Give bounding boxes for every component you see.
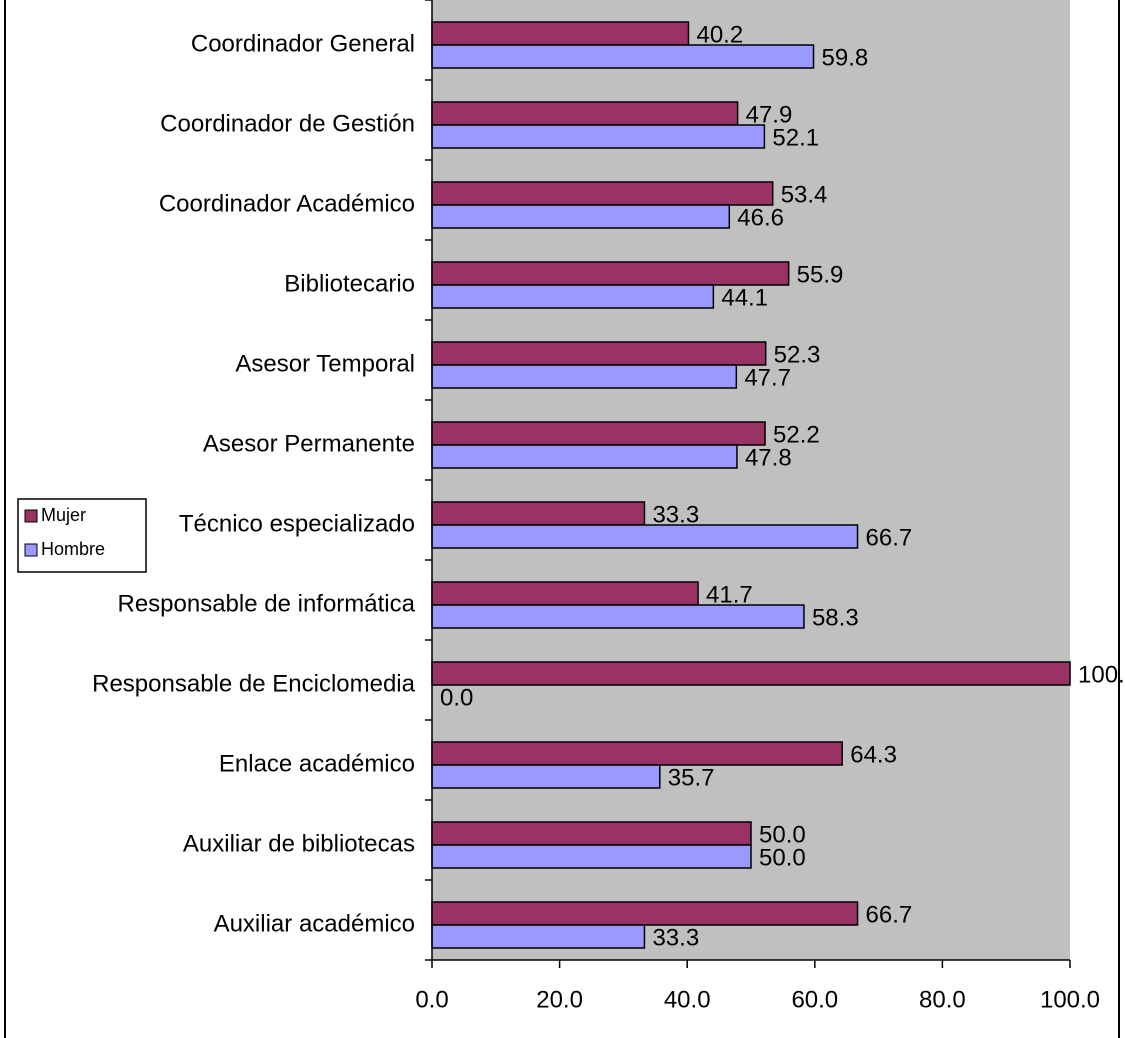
data-label: 50.0 [759,821,806,848]
data-label: 58.3 [812,604,859,631]
legend-label: Hombre [41,539,105,559]
legend-label: Mujer [41,505,86,525]
bar [431,924,646,949]
bar [431,181,774,206]
bar [431,364,738,389]
data-label: 0.0 [440,684,473,711]
bar [431,741,843,766]
bar [431,444,738,469]
category-label: Asesor Temporal [235,350,415,377]
bar [431,341,767,366]
bar [431,284,715,309]
category-label: Responsable de Enciclomedia [92,670,416,697]
x-tick-label: 60.0 [791,986,838,1013]
data-label: 50.0 [759,844,806,871]
bar [431,44,815,69]
data-label: 47.7 [744,364,791,391]
bar [431,581,699,606]
data-label: 66.7 [866,524,913,551]
data-label: 53.4 [781,181,828,208]
category-label: Coordinador Académico [159,190,415,217]
bar [431,421,766,446]
x-tick-label: 40.0 [664,986,711,1013]
data-label: 52.1 [772,124,819,151]
data-label: 35.7 [668,764,715,791]
data-label: 33.3 [652,924,699,951]
x-tick-label: 0.0 [415,986,448,1013]
data-label: 47.9 [746,101,793,128]
data-label: 44.1 [721,284,768,311]
data-label: 33.3 [652,501,699,528]
bar [431,501,646,526]
legend: Mujer Hombre [17,498,147,573]
legend-swatch [24,543,38,557]
category-label: Asesor Permanente [203,430,415,457]
data-label: 100.0 [1078,661,1125,688]
x-tick-label: 80.0 [919,986,966,1013]
x-tick-label: 20.0 [536,986,583,1013]
category-label: Coordinador General [191,30,415,57]
category-label: Auxiliar académico [214,910,415,937]
legend-swatch [24,509,38,523]
category-label: Coordinador de Gestión [160,110,415,137]
category-label: Enlace académico [219,750,415,777]
bar [431,661,1071,686]
bar [431,524,859,549]
bar [431,101,739,126]
bar [431,261,790,286]
bar [431,604,805,629]
legend-box [17,498,147,573]
data-label: 59.8 [822,44,869,71]
data-label: 55.9 [797,261,844,288]
data-label: 66.7 [866,901,913,928]
data-label: 40.2 [696,21,743,48]
category-label: Técnico especializado [179,510,415,537]
plot-area [432,0,1070,960]
bar [431,844,752,869]
data-label: 64.3 [850,741,897,768]
data-label: 41.7 [706,581,753,608]
data-label: 46.6 [737,204,784,231]
data-label: 47.8 [745,444,792,471]
bar [431,764,661,789]
bar [431,204,731,229]
bar [431,124,766,149]
category-label: Bibliotecario [284,270,415,297]
category-label: Responsable de informática [117,590,415,617]
bar [431,901,859,926]
bar [431,21,690,46]
bar [431,821,752,846]
category-label: Auxiliar de bibliotecas [183,830,415,857]
data-label: 52.2 [773,421,820,448]
data-label: 52.3 [774,341,821,368]
x-tick-label: 100.0 [1040,986,1100,1013]
